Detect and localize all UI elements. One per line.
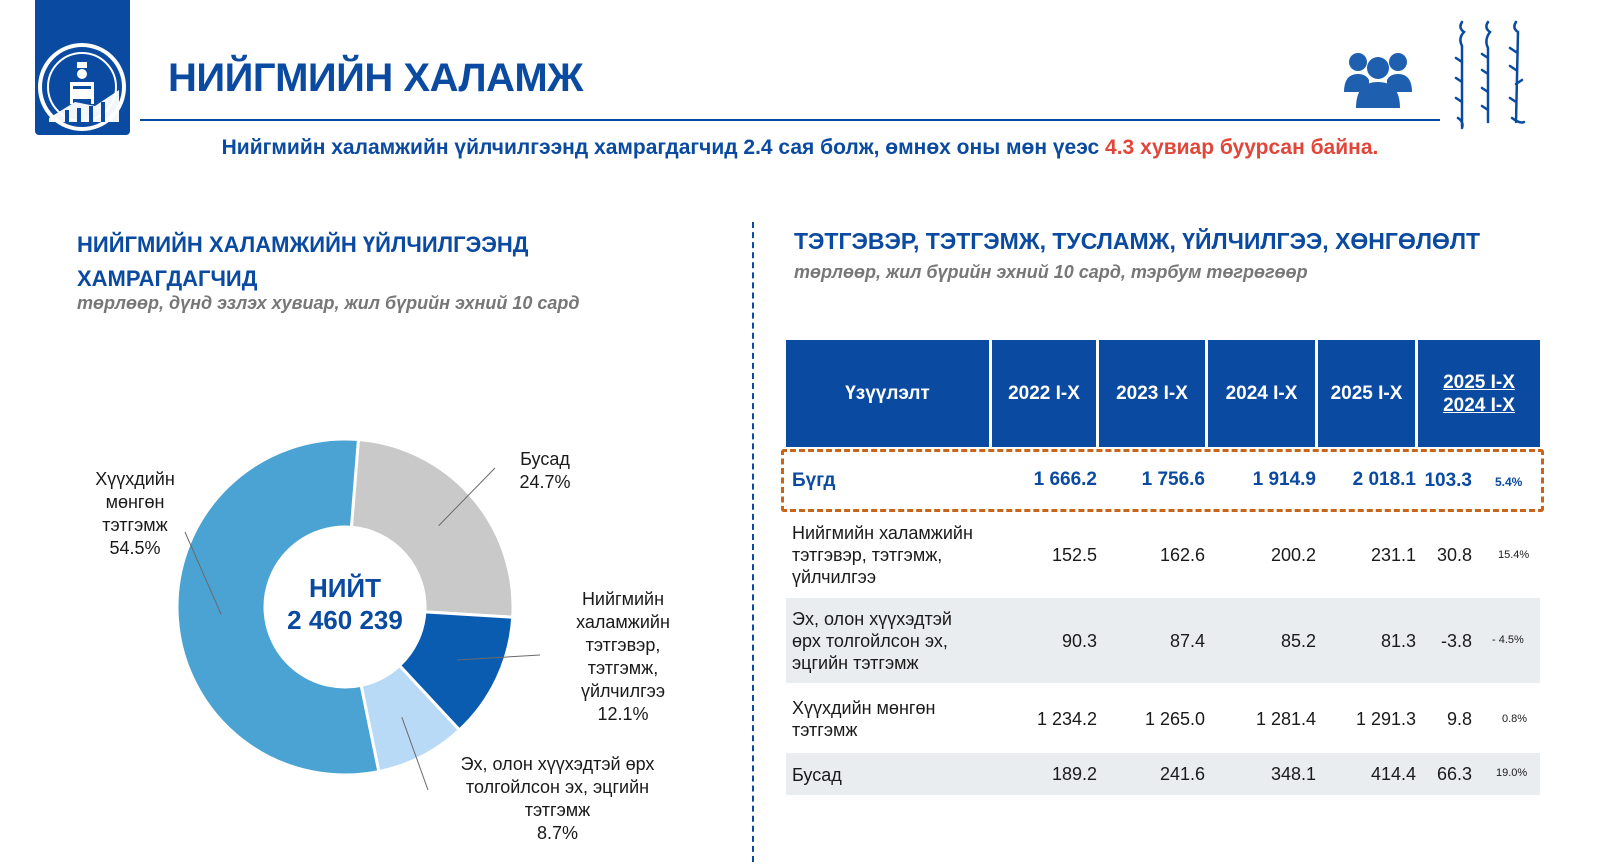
ratio-denominator: 2024 I-X bbox=[1443, 394, 1515, 416]
mongolian-script-mark bbox=[1454, 20, 1526, 130]
page-title: НИЙГМИЙН ХАЛАМЖ bbox=[168, 56, 583, 100]
slice-welfare-pension-leader bbox=[457, 654, 541, 661]
header-2025: 2025 I-X bbox=[1318, 340, 1415, 447]
slice-label-other: Бусад 24.7% bbox=[519, 449, 571, 492]
headline-main: Нийгмийн халамжийн үйлчилгээнд хамрагдаг… bbox=[221, 136, 1106, 159]
emblem-logo bbox=[35, 0, 130, 135]
donut-chart-title: НИЙГМИЙН ХАЛАМЖИЙН ҮЙЛЧИЛГЭЭНД ХАМРАГДАГ… bbox=[77, 232, 529, 291]
header-2023: 2023 I-X bbox=[1099, 340, 1205, 447]
donut-chart bbox=[175, 437, 541, 791]
people-group-icon bbox=[1344, 53, 1412, 108]
donut-chart-subtitle: төрлөөр, дүнд эзлэх хувиар, жил бүрийн э… bbox=[77, 293, 580, 313]
total-row-highlight bbox=[781, 449, 1544, 512]
slice-label-child-money: Хүүхдийн мөнгөн тэтгэмж 54.5% bbox=[95, 469, 175, 558]
panel-divider bbox=[752, 222, 754, 862]
table-row-total: Бүгд 1 666.2 1 756.6 1 914.9 2 018.1 103… bbox=[792, 469, 1523, 491]
header-2024: 2024 I-X bbox=[1208, 340, 1315, 447]
slice-mothers-allowance-leader bbox=[401, 717, 429, 791]
header-indicator: Үзүүлэлт bbox=[786, 340, 989, 447]
donut-center-label: НИЙТ 2 460 239 bbox=[245, 572, 445, 636]
donut-center-total: 2 460 239 bbox=[287, 605, 403, 635]
slice-child-money bbox=[175, 437, 381, 777]
table-title: ТЭТГЭВЭР, ТЭТГЭМЖ, ТУСЛАМЖ, ҮЙЛЧИЛГЭЭ, Х… bbox=[794, 228, 1481, 254]
slice-other bbox=[349, 437, 515, 619]
table-row: Хүүхдийн мөнгөн тэтгэмж 1 234.2 1 265.0 … bbox=[792, 698, 1528, 740]
title-divider bbox=[140, 119, 1440, 121]
headline-summary: Нийгмийн халамжийн үйлчилгээнд хамрагдаг… bbox=[0, 136, 1600, 160]
headline-highlight: 4.3 хувиар буурсан байна. bbox=[1105, 136, 1379, 159]
table-row: Эх, олон хүүхэдтэй өрх толгойлсон эх, эц… bbox=[786, 598, 1540, 683]
table-row: Бусад 189.2 241.6 348.1 414.4 66.3 19.0% bbox=[786, 753, 1540, 795]
donut-center-title: НИЙТ bbox=[308, 573, 382, 603]
table-subtitle: төрлөөр, жил бүрийн эхний 10 сард, тэрбу… bbox=[794, 262, 1308, 282]
header-ratio: 2025 I-X 2024 I-X bbox=[1418, 340, 1540, 447]
header-2022: 2022 I-X bbox=[992, 340, 1096, 447]
slice-child-money-leader bbox=[184, 531, 222, 615]
ratio-numerator: 2025 I-X bbox=[1443, 371, 1515, 393]
slice-label-welfare-pension: Нийгмийн халамжийн тэтгэвэр, тэтгэмж, үй… bbox=[576, 589, 670, 724]
table-row: Нийгмийн халамжийн тэтгэвэр, тэтгэмж, үй… bbox=[792, 523, 1530, 587]
slice-label-mothers-allowance: Эх, олон хүүхэдтэй өрх толгойлсон эх, эц… bbox=[460, 754, 655, 843]
slice-other-leader bbox=[438, 467, 496, 527]
soyombo-icon bbox=[38, 43, 126, 131]
